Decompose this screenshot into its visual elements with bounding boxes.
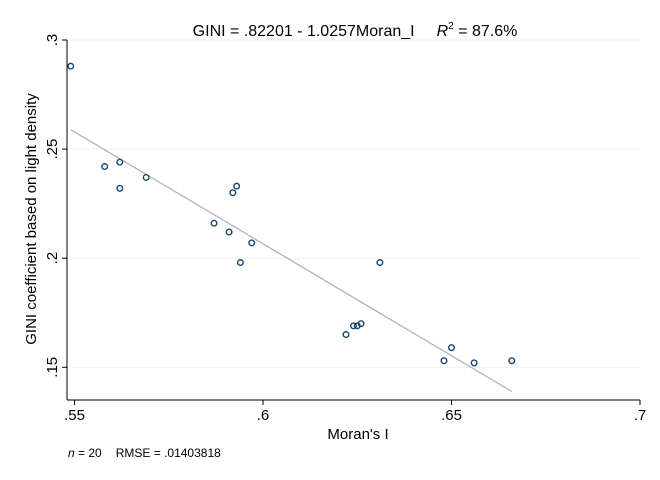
x-tick-label: .7 [634,407,647,424]
y-ticks: .15 .2 .25 .3 [44,34,67,378]
data-point [376,259,384,267]
x-axis-label: Moran's I [327,426,388,443]
y-tick-label: .2 [44,252,61,265]
data-point [142,173,150,181]
title-r2-superscript: 2 [448,21,454,32]
footnote-n-symbol: n [68,446,75,460]
data-point [229,189,237,197]
x-tick-label: .65 [441,407,462,424]
title-equation: GINI = .82201 - 1.0257Moran_I [193,23,415,40]
data-point [225,228,233,236]
data-point [350,322,358,330]
y-axis-label: GINI coefficient based on light density [23,93,40,345]
footnote: n = 20 RMSE = .01403818 [68,446,221,460]
data-point [448,344,456,352]
data-points [67,62,516,367]
data-point [508,357,516,365]
data-point [233,182,241,190]
data-point [116,158,124,166]
x-ticks: .55 .6 .65 .7 [64,400,646,424]
data-point [470,359,478,367]
data-point [342,331,350,339]
data-point [236,259,244,267]
data-point [248,239,256,247]
data-point [116,184,124,192]
data-point [67,62,75,70]
footnote-rmse: RMSE = .01403818 [116,446,221,460]
y-tick-label: .15 [44,357,61,378]
title-r2-symbol: R [437,23,449,40]
y-tick-label: .25 [44,139,61,160]
data-point [357,320,365,328]
y-tick-label: .3 [44,34,61,47]
chart-title: GINI = .82201 - 1.0257Moran_I R2 = 87.6% [193,21,518,40]
data-point [210,219,218,227]
data-point [440,357,448,365]
title-r2-value: = 87.6% [454,23,518,40]
x-tick-label: .6 [257,407,270,424]
data-point [101,163,109,171]
fit-line [70,129,513,393]
footnote-n-value: = 20 [75,446,102,460]
grid-lines [67,39,640,368]
x-tick-label: .55 [64,407,85,424]
